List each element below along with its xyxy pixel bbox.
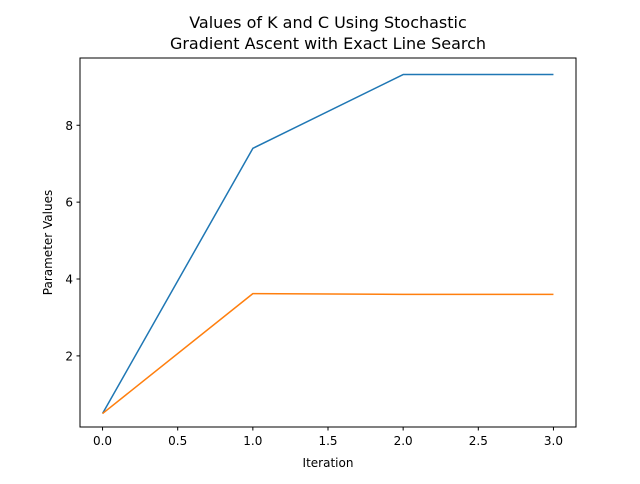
chart-title-line-2: Gradient Ascent with Exact Line Search — [170, 34, 486, 53]
x-tick-label: 2.0 — [394, 434, 413, 448]
series-line-1 — [101, 73, 554, 414]
x-axis-ticks: 0.0 0.5 1.0 1.5 2.0 2.5 3.0 — [93, 427, 563, 448]
x-axis-label: Iteration — [303, 456, 354, 470]
chart-title: Values of K and C Using Stochastic Gradi… — [170, 13, 486, 53]
y-tick-label: 2 — [65, 349, 73, 363]
x-tick-label: 3.0 — [544, 434, 563, 448]
x-tick-label: 0.5 — [168, 434, 187, 448]
y-tick-label: 4 — [65, 273, 73, 287]
y-tick-label: 6 — [65, 196, 73, 210]
x-tick-label: 2.5 — [469, 434, 488, 448]
y-axis-ticks: 2 4 6 8 — [65, 119, 80, 363]
series-line-2 — [102, 292, 554, 415]
y-axis-label: Parameter Values — [41, 190, 55, 295]
series-lines — [101, 73, 554, 415]
x-tick-label: 1.0 — [243, 434, 262, 448]
chart-title-line-1: Values of K and C Using Stochastic — [189, 13, 467, 32]
x-tick-label: 0.0 — [93, 434, 112, 448]
y-tick-label: 8 — [65, 119, 73, 133]
x-tick-label: 1.5 — [318, 434, 337, 448]
